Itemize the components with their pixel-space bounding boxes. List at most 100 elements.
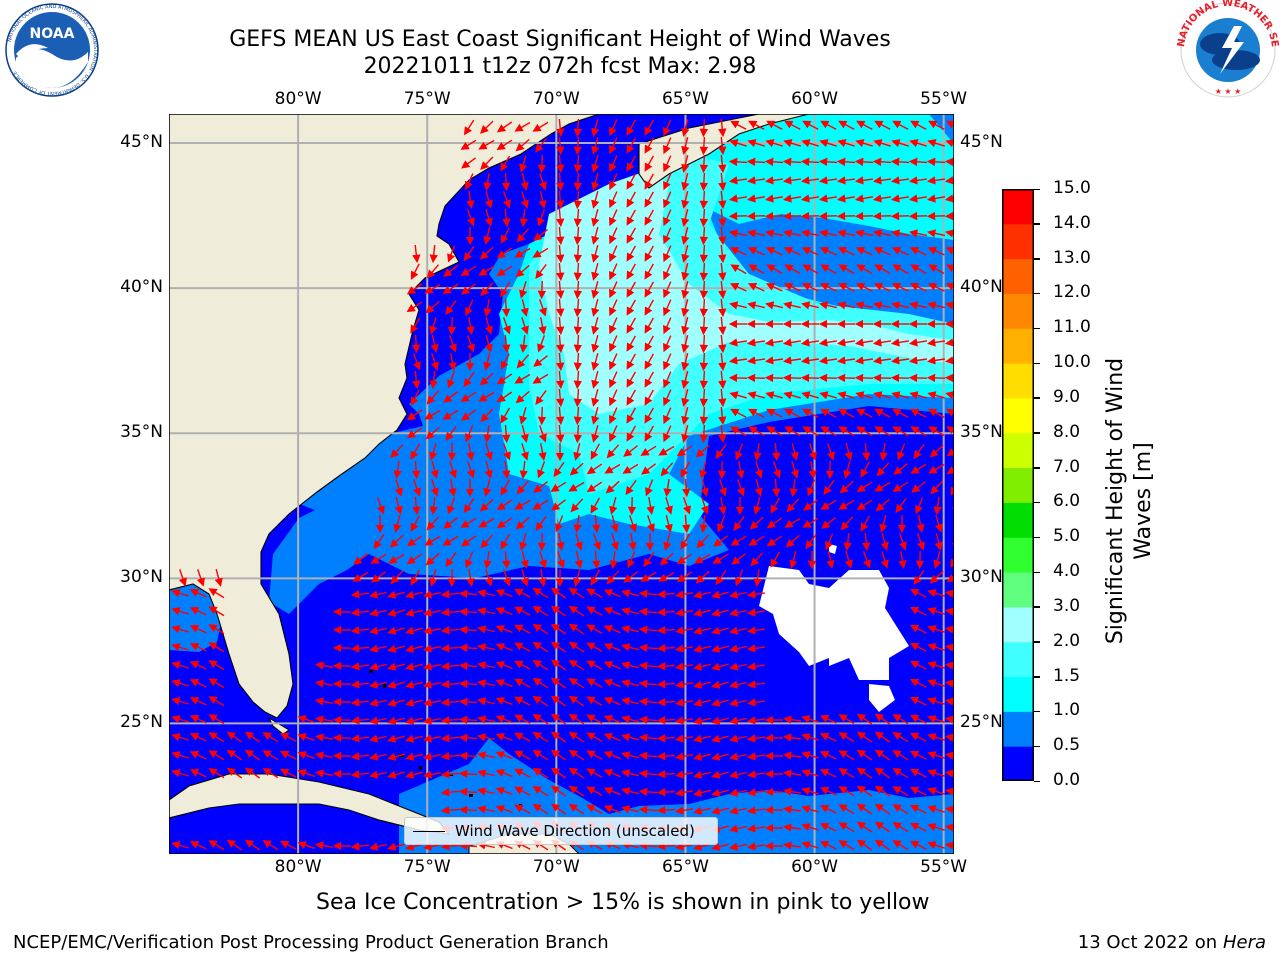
wind-wave-arrow	[926, 356, 946, 365]
wind-wave-arrow	[603, 733, 621, 742]
wind-wave-arrow	[676, 571, 693, 583]
wind-wave-arrow	[908, 356, 928, 365]
wind-wave-arrow	[696, 534, 710, 549]
wind-wave-arrow	[913, 443, 925, 460]
wind-wave-arrow	[461, 157, 477, 169]
wind-wave-arrow	[603, 589, 621, 598]
wind-wave-arrow	[556, 118, 565, 138]
colorbar-segment	[1002, 641, 1034, 678]
wind-wave-arrow	[479, 498, 494, 512]
wind-wave-arrow	[515, 390, 530, 404]
wind-wave-arrow	[644, 137, 655, 154]
wind-wave-arrow	[573, 190, 582, 210]
wind-wave-arrow	[500, 407, 511, 424]
wind-wave-arrow	[729, 662, 747, 671]
wind-wave-arrow	[626, 209, 637, 226]
wind-wave-arrow	[370, 553, 387, 564]
wind-wave-arrow	[638, 715, 658, 724]
wind-wave-arrow	[800, 157, 820, 167]
wind-wave-arrow	[426, 390, 440, 405]
wind-wave-arrow	[693, 698, 711, 707]
wind-wave-arrow	[856, 731, 873, 743]
wind-wave-arrow	[405, 680, 423, 689]
wind-wave-arrow	[825, 533, 834, 551]
wind-wave-arrow	[461, 535, 477, 547]
wind-wave-arrow	[908, 157, 928, 167]
wind-wave-arrow	[782, 338, 802, 347]
wind-wave-arrow	[783, 301, 801, 310]
wind-wave-arrow	[681, 353, 690, 371]
wind-wave-arrow	[627, 551, 636, 569]
wind-wave-arrow	[928, 120, 945, 130]
wind-wave-arrow	[729, 391, 747, 400]
wind-wave-arrow	[656, 733, 676, 743]
wind-wave-arrow	[746, 338, 766, 347]
wind-wave-arrow	[945, 139, 954, 148]
lon-label-top: 55°W	[920, 89, 968, 109]
wind-wave-arrow	[786, 498, 800, 513]
colorbar-tick-label: 5.0	[1053, 526, 1081, 547]
wind-wave-arrow	[405, 770, 423, 779]
wind-wave-arrow	[514, 499, 531, 510]
wind-wave-arrow	[770, 551, 781, 568]
wind-wave-arrow	[747, 139, 765, 148]
colorbar-tick-label: 3.0	[1053, 595, 1081, 616]
wind-wave-arrow	[928, 463, 945, 474]
wind-wave-arrow	[784, 517, 801, 528]
wind-wave-arrow	[754, 479, 763, 497]
wind-wave-arrow	[874, 481, 891, 492]
wind-wave-arrow	[520, 191, 529, 209]
colorbar-segment	[1002, 397, 1034, 434]
wind-wave-arrow	[748, 408, 765, 418]
wind-wave-arrow	[892, 120, 909, 130]
colorbar-segment	[1002, 746, 1034, 781]
wind-wave-arrow	[609, 425, 618, 443]
wind-wave-arrow	[514, 624, 531, 634]
wind-wave-arrow	[840, 516, 854, 531]
wind-wave-arrow	[429, 244, 438, 264]
lon-label-top: 80°W	[274, 89, 322, 109]
wind-wave-arrow	[514, 660, 531, 670]
wind-wave-arrow	[483, 353, 492, 371]
wind-wave-arrow	[591, 371, 600, 389]
wind-wave-arrow	[663, 173, 672, 191]
wind-wave-arrow	[944, 751, 954, 760]
wind-wave-arrow	[748, 426, 765, 437]
wind-wave-arrow	[465, 299, 474, 317]
wind-wave-arrow	[405, 608, 423, 617]
wind-wave-arrow	[605, 480, 620, 494]
wind-wave-arrow	[519, 533, 528, 551]
wind-wave-arrow	[262, 732, 279, 743]
wind-wave-arrow	[460, 139, 477, 150]
wind-wave-arrow	[656, 769, 676, 779]
wind-wave-arrow	[483, 227, 492, 245]
wind-wave-arrow	[746, 590, 765, 599]
wind-wave-arrow	[730, 264, 747, 275]
wind-wave-arrow	[681, 191, 690, 209]
wind-wave-arrow	[656, 625, 676, 635]
wind-wave-arrow	[805, 533, 817, 550]
wind-wave-arrow	[533, 229, 548, 242]
wind-wave-arrow	[496, 391, 513, 403]
wind-wave-arrow	[458, 769, 478, 779]
colorbar-tick-mark	[1034, 710, 1040, 713]
wind-wave-arrow	[644, 299, 655, 316]
wind-wave-arrow	[424, 535, 441, 546]
wind-wave-arrow	[621, 751, 639, 760]
wind-wave-arrow	[573, 514, 582, 534]
wind-wave-arrow	[551, 499, 567, 511]
wind-wave-arrow	[836, 356, 856, 365]
wave-zone-2.0	[539, 170, 954, 414]
wind-wave-arrow	[800, 229, 820, 238]
wind-wave-arrow	[872, 338, 892, 347]
wind-wave-arrow	[784, 408, 801, 418]
wind-wave-arrow	[573, 136, 582, 156]
wind-wave-arrow	[422, 662, 442, 671]
wind-wave-arrow	[208, 678, 225, 689]
wind-wave-arrow	[623, 571, 638, 583]
wind-wave-arrow	[314, 661, 334, 670]
wind-wave-arrow	[676, 445, 693, 457]
colorbar-tick-mark	[1034, 745, 1040, 748]
wind-wave-arrow	[568, 677, 585, 689]
wind-wave-arrow	[790, 443, 799, 461]
